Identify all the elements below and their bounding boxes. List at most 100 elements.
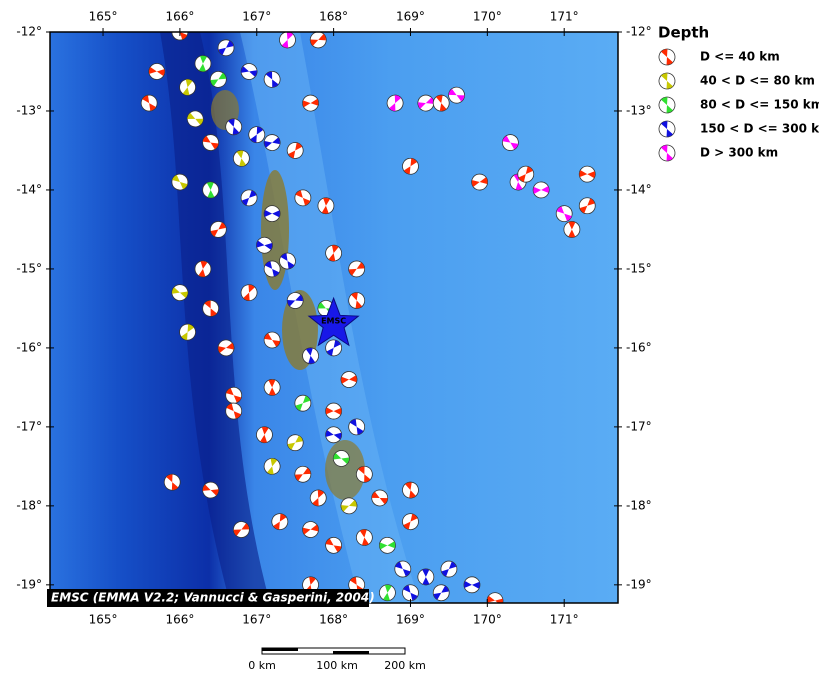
beachball-quadrant [418, 97, 434, 109]
beachball-quadrant [241, 66, 257, 77]
event [432, 584, 450, 602]
event [340, 371, 358, 388]
event [202, 300, 220, 317]
beachball-quadrant [405, 482, 416, 498]
beachball-quadrant [326, 340, 341, 356]
beachball-quadrant [321, 197, 330, 214]
event [171, 284, 189, 302]
event [294, 394, 312, 412]
beachball-quadrant [379, 541, 396, 550]
event [263, 331, 281, 349]
beachball-quadrant [181, 324, 194, 341]
beachball-bg [194, 55, 212, 72]
y-tick-label: -14° [16, 182, 42, 196]
beachball-bg [194, 260, 212, 278]
beachball-bg [432, 94, 450, 112]
x-tick-label: 171° [550, 613, 579, 627]
beachball-quadrant [333, 453, 350, 464]
beachball-quadrant [182, 79, 193, 96]
event [463, 576, 481, 594]
x-tick-label: 170° [473, 10, 502, 24]
beachball-quadrant [295, 467, 311, 481]
legend-title: Depth [658, 24, 709, 42]
beachball-quadrant [441, 561, 457, 577]
x-tick-label: 166° [165, 613, 194, 627]
beachball-quadrant [295, 395, 311, 411]
event [171, 173, 189, 191]
event [263, 205, 281, 223]
event [271, 513, 289, 531]
beachball-quadrant [533, 186, 549, 194]
event [402, 584, 419, 602]
beachball-bg [325, 244, 343, 262]
beachball-quadrant [312, 490, 324, 506]
y-tick-label: -19° [16, 577, 42, 591]
beachball-quadrant [471, 177, 488, 187]
beachball-quadrant [264, 210, 280, 218]
event [417, 568, 435, 586]
y-tick-label: -16° [626, 340, 652, 354]
event [256, 236, 273, 254]
event [202, 134, 220, 151]
y-tick-label: -16° [16, 340, 42, 354]
beachball-bg [240, 63, 258, 80]
beachball-quadrant [260, 426, 269, 443]
beachball-quadrant [661, 73, 673, 89]
event [325, 402, 343, 420]
y-tick-label: -14° [626, 182, 652, 196]
beachball-quadrant [287, 435, 303, 450]
beachball-quadrant [179, 32, 188, 40]
beachball-quadrant [502, 135, 519, 150]
beachball-quadrant [358, 466, 371, 482]
beachball-quadrant [371, 491, 388, 505]
beachball-bg [232, 149, 250, 167]
event [348, 260, 366, 278]
beachball-quadrant [149, 67, 165, 76]
beachball-quadrant [228, 119, 240, 135]
event [563, 221, 581, 238]
beachball-quadrant [210, 72, 226, 86]
beachball-quadrant [288, 142, 302, 159]
beachball-quadrant [448, 89, 465, 102]
y-tick-label: -12° [626, 25, 652, 39]
scale-label: 100 km [316, 659, 358, 672]
x-tick-label: 170° [473, 613, 502, 627]
beachball-bg [340, 371, 358, 388]
x-tick-label: 169° [396, 10, 425, 24]
x-tick-label: 165° [89, 613, 118, 627]
beachball-quadrant [403, 513, 418, 530]
beachball-quadrant [422, 569, 430, 585]
y-tick-label: -18° [626, 498, 652, 512]
event [302, 347, 319, 365]
beachball-bg [578, 165, 596, 183]
event [294, 465, 312, 483]
beachball-quadrant [325, 538, 342, 553]
beachball-quadrant [172, 175, 188, 190]
beachball-quadrant [166, 474, 179, 490]
event [225, 118, 243, 136]
beachball-bg [263, 378, 281, 396]
legend-label: D > 300 km [700, 146, 778, 160]
event [532, 181, 550, 199]
beachball-bg [302, 521, 319, 538]
event [202, 181, 220, 199]
event [225, 402, 243, 420]
beachball-quadrant [218, 40, 234, 55]
legend: Depth D <= 40 km 40 < D <= 80 km 80 < D <= … [658, 24, 819, 162]
event [186, 110, 204, 128]
beachball-quadrant [273, 513, 287, 530]
event [325, 426, 343, 444]
legend-symbol [658, 120, 676, 138]
beachball-quadrant [395, 561, 411, 577]
legend-label: 40 < D <= 80 km [700, 74, 815, 88]
credit-box [47, 589, 369, 607]
event [202, 481, 220, 499]
event [263, 134, 281, 151]
beachball-quadrant [202, 136, 219, 150]
event [355, 529, 373, 546]
beachball-quadrant [325, 407, 342, 415]
event [240, 63, 258, 80]
beachball-quadrant [172, 287, 188, 298]
event [179, 78, 196, 96]
event [232, 149, 250, 167]
